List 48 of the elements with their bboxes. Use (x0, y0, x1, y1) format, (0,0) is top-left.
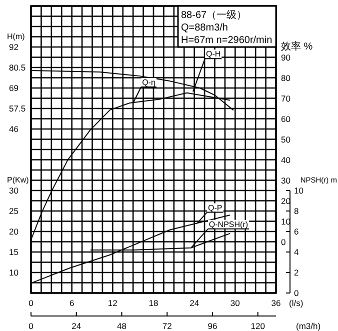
x-tick-label: 24 (190, 298, 200, 308)
y-tick-label: 15 (9, 247, 19, 257)
y2-tick-label: 4 (294, 247, 299, 257)
x2-tick-label: 0 (28, 321, 34, 331)
y-tick-label: 20 (9, 226, 19, 236)
x2-tick-label: 120 (250, 321, 266, 331)
x-tick-label: 30 (230, 298, 240, 308)
y-axis-title: P(Kw) (7, 176, 30, 184)
x2-tick-label: 96 (208, 321, 218, 331)
y2-tick-label: 6 (294, 226, 299, 236)
y-tick-label: 46 (9, 124, 19, 134)
y2-tick-label: 8 (294, 206, 299, 216)
x-tick-label: 0 (28, 298, 34, 308)
annotation: Q-H (206, 50, 221, 59)
x-tick-label: 36 (271, 298, 281, 308)
y-tick-label: 25 (9, 206, 19, 216)
x-tick-label: 12 (108, 298, 118, 308)
y2-tick-label: 10 (294, 186, 304, 196)
y2-tick-label: 0 (294, 288, 299, 298)
y2-tick-label: 90 (281, 52, 291, 62)
y2-tick-label: 80 (281, 72, 291, 83)
x2-tick-label: 48 (117, 321, 127, 331)
annotation: H=67m n=2960r/min (181, 35, 272, 46)
y-tick-label: 69 (9, 83, 19, 93)
y-tick-label: 57.5 (9, 104, 26, 114)
x2-tick-label: 24 (72, 321, 82, 331)
y-tick-label: 30 (9, 186, 19, 196)
annotation: Q-η (142, 78, 156, 87)
y2-tick-label: 0 (281, 236, 286, 247)
annotation: 88-67（一级） (181, 9, 247, 21)
x2-axis-title: (m3/h) (296, 321, 321, 331)
x2-tick-label: 72 (162, 321, 172, 331)
y2-tick-label: 2 (294, 268, 299, 278)
y-axis-title: H(m) (7, 32, 26, 41)
y-tick-label: 92 (9, 42, 19, 52)
y2-tick-label: 40 (281, 154, 291, 165)
y2-tick-label: 60 (281, 114, 291, 124)
y2-tick-label: 70 (281, 93, 291, 104)
y2-tick-label: 30 (281, 175, 291, 186)
y2-axis-title: 效率 % (281, 40, 313, 52)
annotation: Q=88m3/h (181, 22, 228, 34)
x-tick-label: 18 (148, 298, 158, 308)
y-tick-label: 80.5 (9, 62, 26, 72)
x-axis-title: (l/s) (289, 298, 304, 308)
y-tick-label: 10 (9, 268, 19, 278)
y2-tick-label: 50 (281, 134, 291, 144)
x-tick-label: 6 (69, 298, 74, 308)
annotation: Q-P (208, 203, 222, 212)
